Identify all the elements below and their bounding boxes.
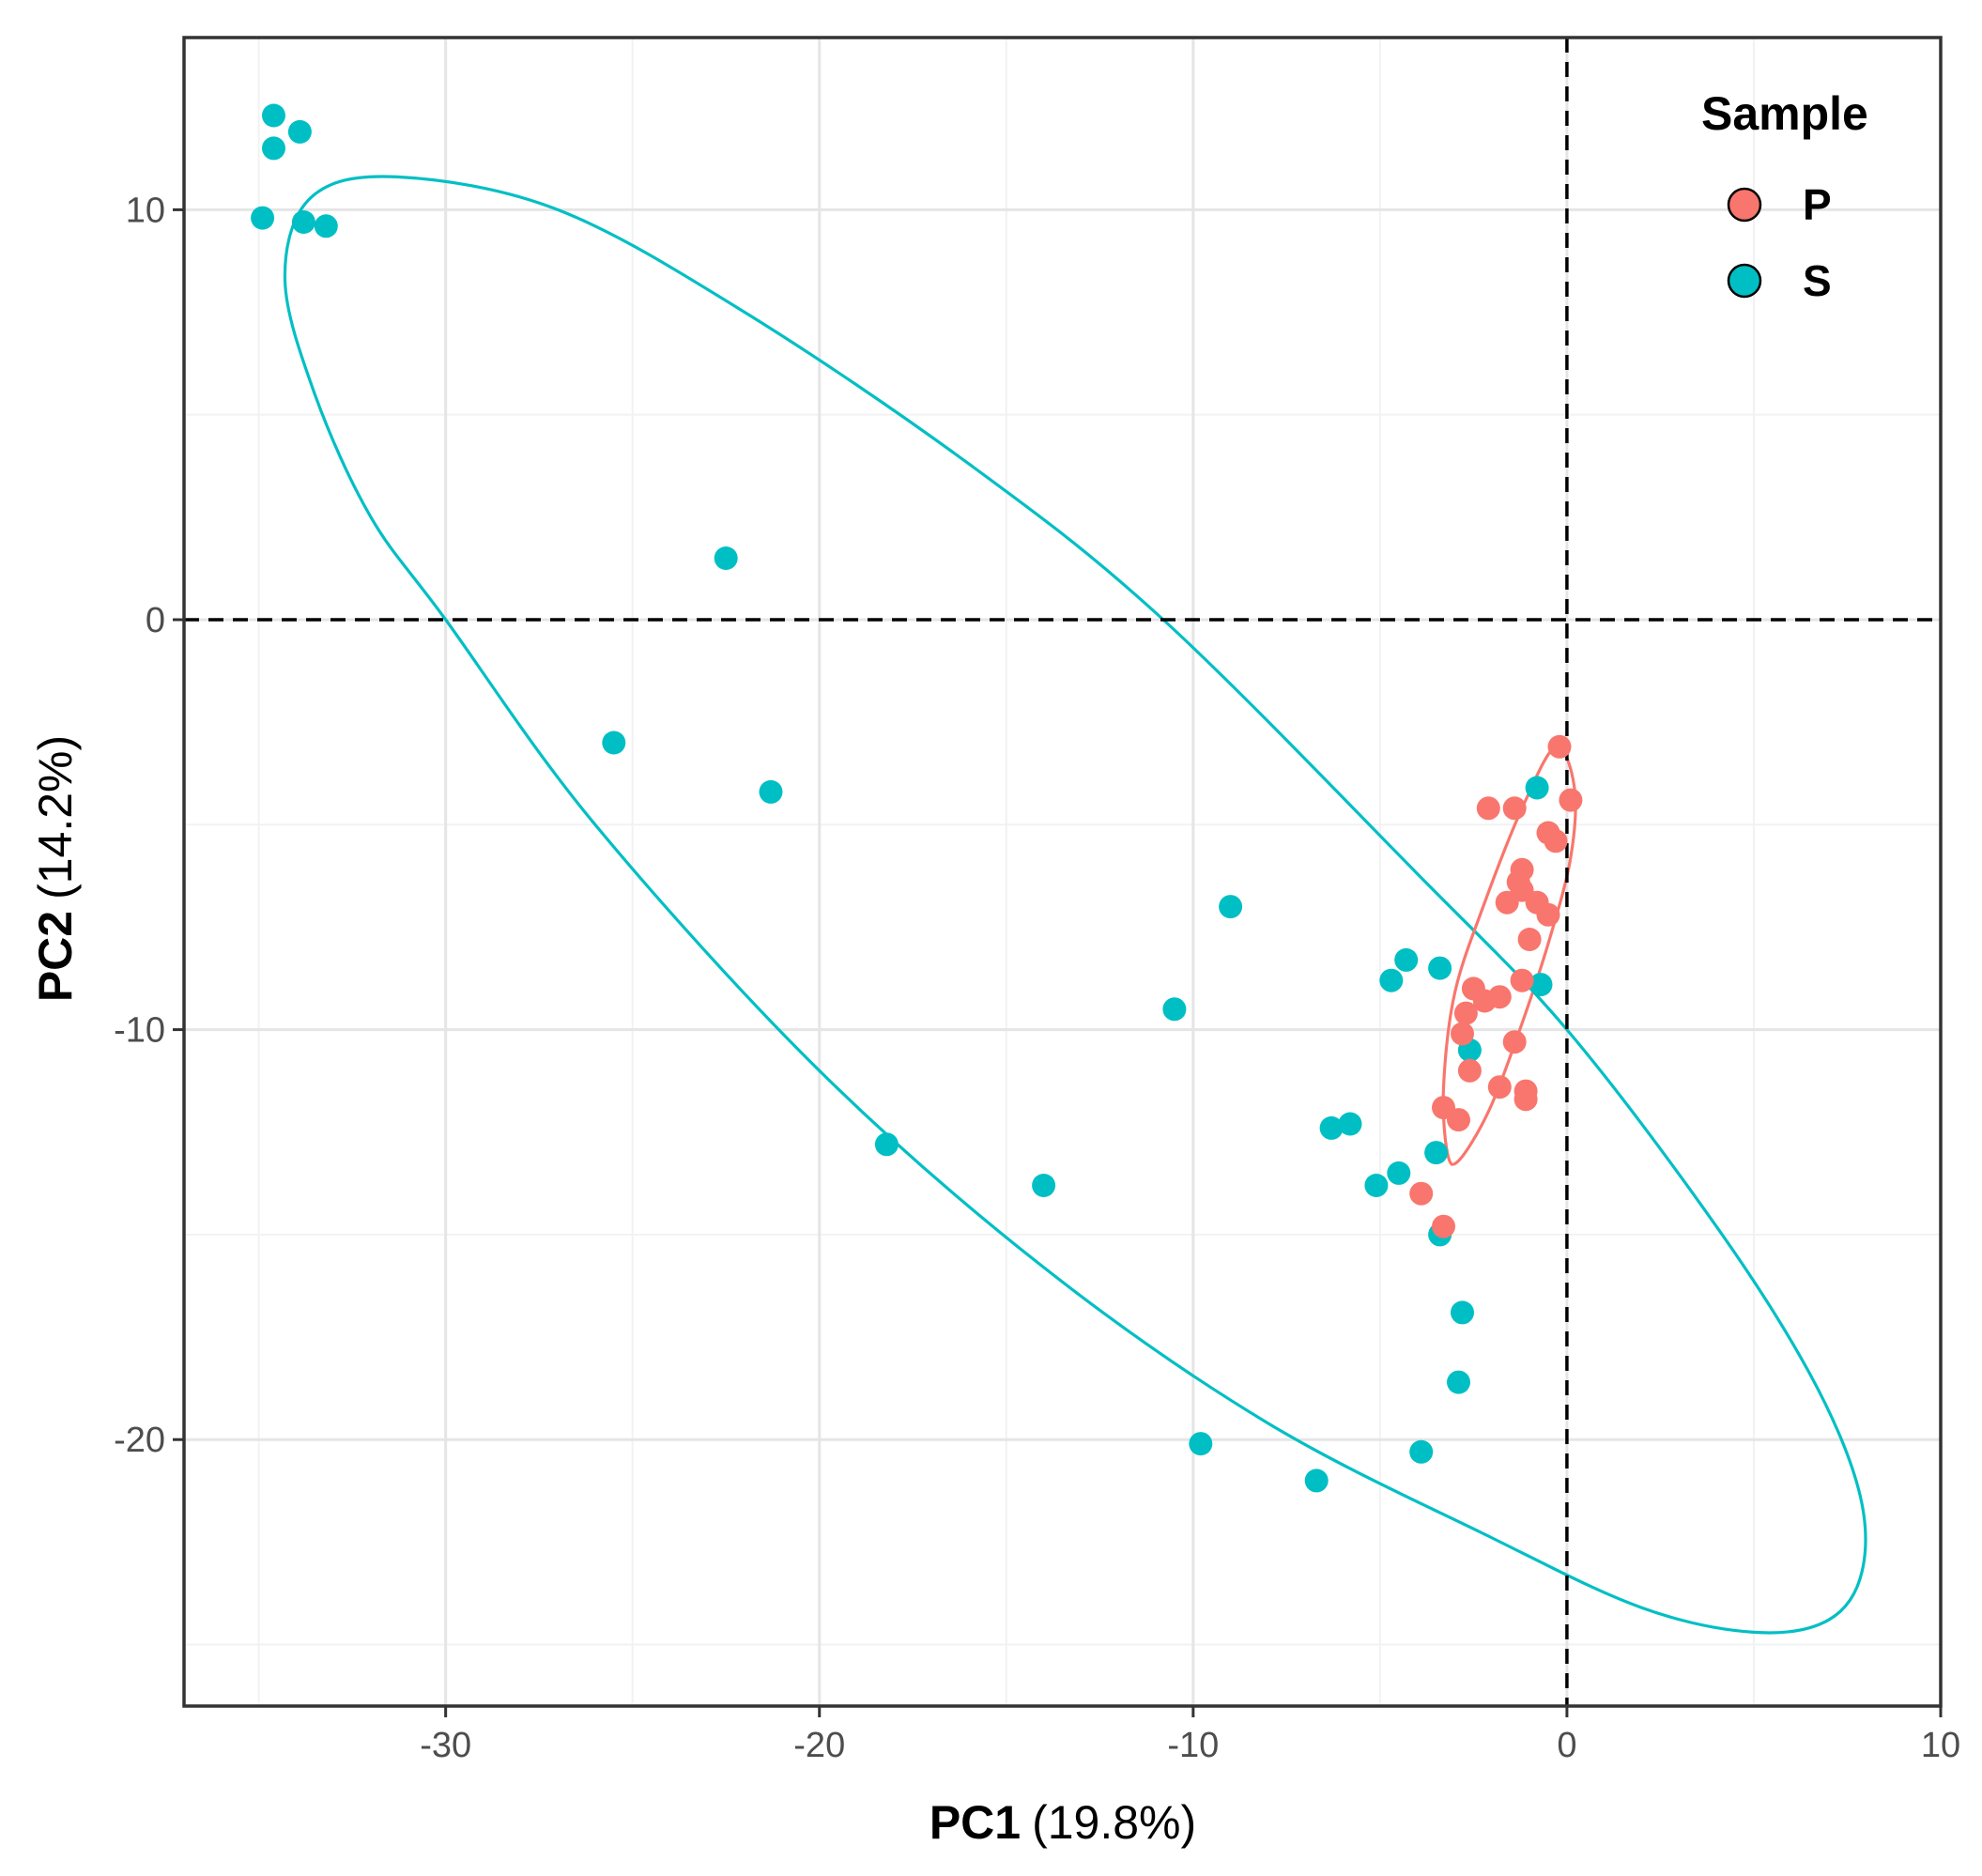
point-s [759,779,783,804]
minor-gridlines [184,38,1941,1706]
point-p [1502,1030,1527,1054]
ellipse-s [283,175,1867,1635]
x-tick-label: -10 [1167,1726,1219,1765]
y-tick-label: 10 [126,191,165,230]
point-s [1364,1174,1389,1197]
y-tick-label: -20 [114,1421,165,1460]
point-p [1544,829,1568,853]
axis-ticks [173,208,1943,1717]
legend-entry-p: P [1727,180,1832,229]
point-s [251,206,275,230]
point-s [1424,1141,1449,1165]
point-p [1432,1214,1455,1238]
point-s [314,214,338,238]
legend: Sample P S [1701,87,1868,305]
point-s [1189,1432,1213,1456]
x-tick-label: -20 [793,1726,845,1765]
legend-key-s [1727,263,1762,299]
point-s [291,210,315,234]
y-axis-title-main: PC2 [29,911,82,1002]
x-tick-label: -30 [420,1726,471,1765]
y-axis-title-pct: (14.2%) [29,735,82,900]
legend-label-s: S [1803,256,1832,305]
point-p [1517,928,1542,951]
point-s [262,136,285,161]
point-s [1451,1300,1474,1325]
point-s [1387,1161,1411,1185]
x-axis-title: PC1 (19.8%) [930,1796,1196,1849]
point-s [262,103,285,128]
point-s [287,119,312,144]
point-s [714,546,738,570]
confidence-ellipses [283,175,1867,1635]
point-p [1495,890,1519,915]
legend-title: Sample [1701,87,1868,140]
point-s [1428,956,1452,980]
axis-tick-labels: -30 -20 -10 0 10 -20 -10 0 10 [114,191,1960,1765]
legend-key-p [1727,187,1762,223]
point-p [1487,1075,1512,1099]
point-s [1338,1112,1362,1136]
legend-entry-s: S [1727,256,1832,305]
point-p [1453,1001,1478,1025]
x-tick-label: 10 [1921,1726,1960,1765]
point-s [1219,895,1243,919]
point-s [1409,1439,1434,1464]
point-p [1513,1087,1538,1112]
y-tick-label: -10 [114,1011,165,1051]
point-p [1451,1022,1474,1046]
point-p [1559,788,1583,812]
point-p [1447,1108,1470,1132]
point-p [1457,1058,1482,1083]
reference-lines [184,38,1941,1706]
point-p [1409,1181,1434,1206]
point-s [1319,1115,1344,1140]
point-p [1510,968,1534,992]
point-s [1162,997,1187,1022]
ellipse-p [1441,745,1577,1166]
data-points [251,103,1583,1493]
panel-border [182,36,1943,1708]
point-s [1379,968,1404,992]
point-s [874,1132,899,1157]
point-p [1547,734,1572,759]
point-p [1536,902,1560,927]
y-axis-title: PC2 (14.2%) [29,735,82,1002]
point-s [1525,776,1549,800]
point-p [1487,985,1512,1009]
point-s [602,730,626,755]
y-tick-label: 0 [146,601,165,640]
point-s [1447,1370,1470,1394]
point-p [1502,796,1527,821]
x-axis-title-main: PC1 [930,1796,1021,1849]
point-s [1529,973,1553,997]
legend-label-p: P [1803,180,1832,229]
point-s [1032,1174,1056,1197]
x-axis-title-pct: (19.8%) [1032,1796,1196,1849]
point-p [1476,796,1500,821]
x-tick-label: 0 [1557,1726,1576,1765]
point-s [1394,947,1419,972]
point-s [1304,1469,1329,1493]
